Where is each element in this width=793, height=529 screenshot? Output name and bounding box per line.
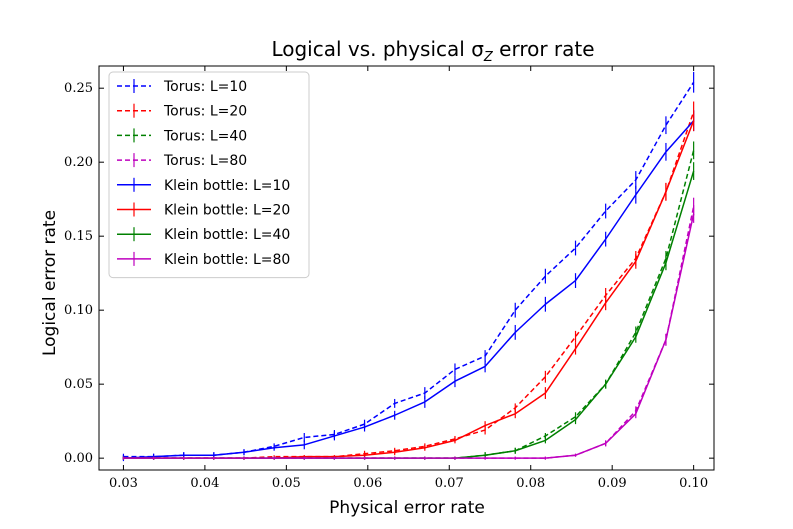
series-line <box>123 111 695 459</box>
y-axis-label: Logical error rate <box>40 210 60 356</box>
x-tick-label: 0.07 <box>435 476 464 491</box>
x-axis-label: Physical error rate <box>329 498 485 518</box>
legend-item: Klein bottle: L=40 <box>117 227 290 243</box>
y-tick-label: 0.25 <box>64 81 93 96</box>
legend-item: Klein bottle: L=10 <box>117 177 290 194</box>
legend-label: Torus: L=80 <box>163 153 247 169</box>
series-8 <box>122 205 695 460</box>
title-subscript: Z <box>483 50 494 65</box>
legend-item: Torus: L=80 <box>117 153 247 169</box>
series-line <box>123 213 695 459</box>
title-main: Logical vs. physical σ <box>271 37 484 61</box>
legend-label: Torus: L=10 <box>163 79 247 95</box>
legend-label: Klein bottle: L=20 <box>164 203 290 219</box>
legend-box <box>108 71 310 279</box>
legend: Torus: L=10 Torus: L=20 Torus: L=40 Torus: … <box>108 71 310 279</box>
chart-title: Logical vs. physical σZ error rate <box>271 37 594 65</box>
legend-item: Torus: L=40 <box>117 128 247 144</box>
x-tick-label: 0.03 <box>109 476 138 491</box>
title-suffix: error rate <box>493 37 595 61</box>
legend-item: Klein bottle: L=20 <box>117 202 290 219</box>
x-tick-label: 0.10 <box>679 476 708 491</box>
y-tick-label: 0.05 <box>64 377 93 392</box>
legend-label: Torus: L=40 <box>163 128 247 144</box>
legend-label: Klein bottle: L=80 <box>164 252 290 268</box>
y-tick-label: 0.10 <box>64 303 93 318</box>
plot-area: 0.03 0.04 0.05 0.06 0.07 0.08 0.09 0.10 0.00 0.05… <box>64 65 715 491</box>
series-line <box>123 120 695 459</box>
legend-label: Klein bottle: L=10 <box>164 178 290 194</box>
legend-label: Torus: L=20 <box>163 104 247 120</box>
y-tick-label: 0.15 <box>64 229 93 244</box>
legend-item: Klein bottle: L=80 <box>117 251 290 268</box>
series-line <box>123 81 695 458</box>
x-tick-label: 0.04 <box>190 476 219 491</box>
x-tick-label: 0.08 <box>516 476 545 491</box>
legend-label: Klein bottle: L=40 <box>164 227 290 243</box>
y-tick-label: 0.00 <box>64 451 93 466</box>
legend-item: Torus: L=20 <box>117 103 247 120</box>
x-tick-label: 0.09 <box>598 476 627 491</box>
axes-frame <box>98 65 715 471</box>
x-tick-label: 0.06 <box>353 476 382 491</box>
legend-item: Torus: L=10 <box>117 79 247 95</box>
x-tick-label: 0.05 <box>272 476 301 491</box>
y-tick-label: 0.20 <box>64 155 93 170</box>
